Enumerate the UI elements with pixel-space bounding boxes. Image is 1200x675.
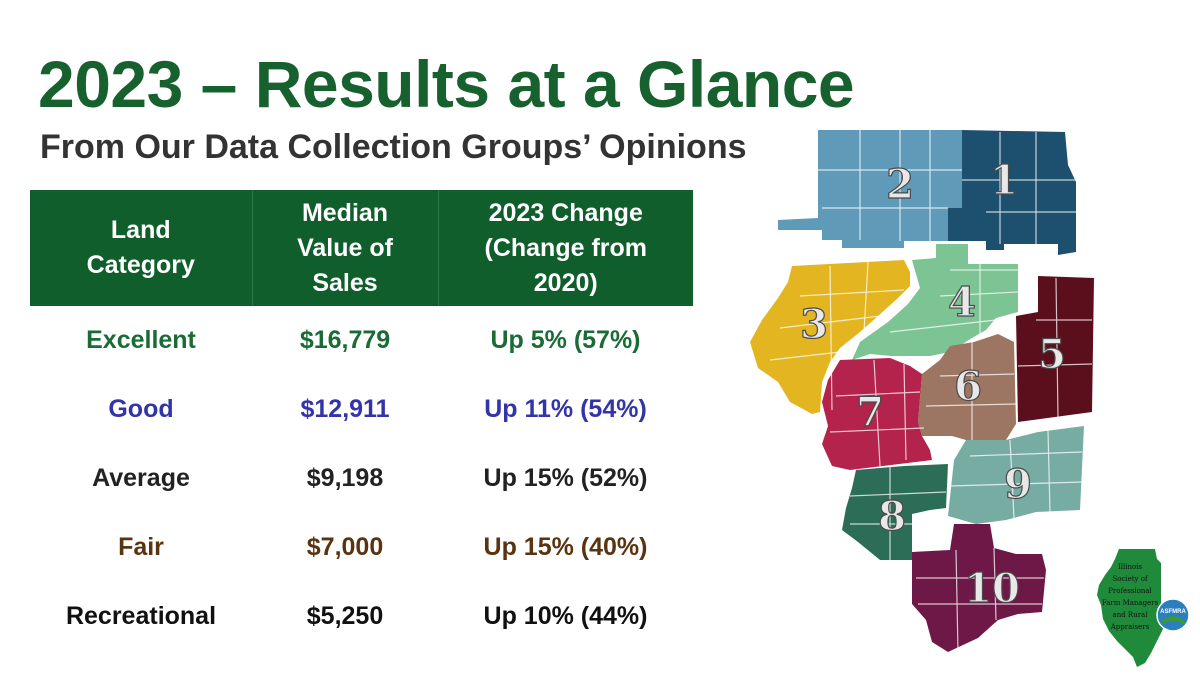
page-title: 2023 – Results at a Glance [38,47,855,121]
map-region-label: 8 [878,493,906,540]
map-region-3 [750,260,910,414]
cell-median: $12,911 [300,395,390,423]
map-region-1 [948,130,1076,255]
header-land-category: Land Category [30,190,252,306]
logo-text-line: Society of [1112,575,1149,583]
table-row: Excellent $16,779 Up 5% (57%) [30,306,693,375]
table-row: Good $12,911 Up 11% (54%) [30,375,693,444]
map-region-label: 4 [948,279,976,326]
logo-text-line: Illinois [1118,563,1142,571]
header-line: Category [86,251,195,279]
map-region-label: 1 [990,157,1018,204]
map-region-label: 9 [1004,461,1032,508]
cell-median: $9,198 [306,464,384,492]
header-line: Median [301,198,389,227]
cell-category: Recreational [65,602,217,630]
logo-text-line: and Rural [1113,611,1149,619]
county-lines [769,130,1093,653]
map-region-label: 10 [964,565,1020,612]
badge-field-icon [1161,616,1185,625]
header-change: 2023 Change (Change from 2020) [437,190,693,306]
table-row: Fair $7,000 Up 15% (40%) [30,513,693,582]
map-region-5 [1016,276,1094,422]
asfmra-badge [1156,598,1190,632]
cell-change: Up 15% (40%) [483,533,648,561]
logo-text-line: Farm Managers [1102,599,1159,607]
header-line: 2023 Change [488,198,643,227]
illinois-region-map: 2 1 3 4 5 6 7 8 9 10 [750,130,1094,653]
cell-change: Up 15% (52%) [483,464,648,492]
cell-change: Up 10% (44%) [483,602,648,630]
map-region-label: 6 [954,363,982,410]
header-line: Sales [312,268,378,297]
page-subtitle: From Our Data Collection Groups’ Opinion… [40,128,747,166]
header-line: (Change from [484,233,648,262]
logo-text-line: Professional [1108,587,1152,595]
table-row: Average $9,198 Up 15% (52%) [30,444,693,513]
header-line: 2020) [533,268,598,297]
map-region-10 [912,524,1046,652]
cell-median: $5,250 [306,602,384,630]
map-region-label: 7 [856,389,884,436]
asfmra-badge-text: ASFMRA [1160,609,1186,615]
map-region-6 [918,334,1016,440]
header-median-value: Median Value of Sales [251,190,438,306]
isp-fmra-logo: Illinois Society of Professional Farm Ma… [1097,549,1190,667]
cell-median: $16,779 [299,326,391,354]
cell-change: Up 11% (54%) [484,395,647,423]
cell-category: Excellent [86,326,196,354]
results-table: Land Category Median Value of Sales 2023… [30,190,693,651]
cell-category: Average [92,464,190,492]
cell-category: Good [108,395,174,423]
map-region-label: 2 [886,161,914,208]
logo-text-line: Appraisers [1110,623,1150,631]
map-region-2 [778,130,962,248]
illinois-logo-shape [1097,549,1163,667]
cell-median: $7,000 [306,533,384,561]
cell-change: Up 5% (57%) [490,326,641,354]
map-region-label: 3 [800,301,828,348]
table-header-row: Land Category Median Value of Sales 2023… [30,190,693,306]
header-line: Land [110,216,171,244]
header-line: Value of [297,233,393,262]
region-labels: 2 1 3 4 5 6 7 8 9 10 [799,156,1066,612]
table-row: Recreational $5,250 Up 10% (44%) [30,582,693,651]
cell-category: Fair [118,533,164,561]
map-region-8 [842,464,948,560]
map-region-label: 5 [1038,331,1066,378]
